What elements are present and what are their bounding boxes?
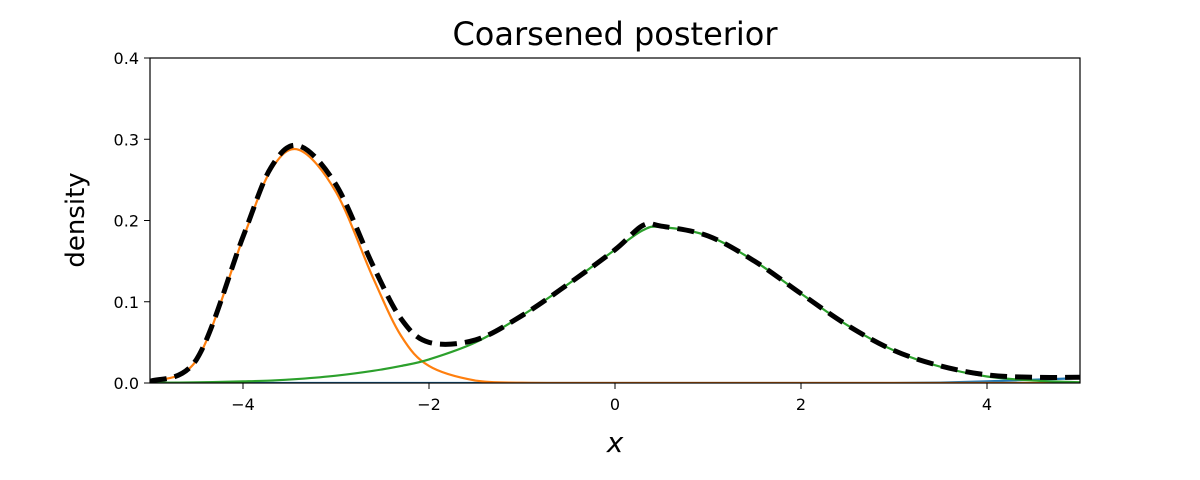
x-tick-label: −2 xyxy=(417,395,441,414)
x-axis: −4 −2 0 2 4 xyxy=(231,383,992,414)
plot-area xyxy=(150,142,1080,383)
x-tick-label: −4 xyxy=(231,395,255,414)
series-line-1 xyxy=(150,147,1080,383)
chart-title: Coarsened posterior xyxy=(452,15,778,53)
y-tick-label: 0.0 xyxy=(114,374,139,393)
y-tick-label: 0.2 xyxy=(114,212,139,231)
y-tick-label: 0.4 xyxy=(114,49,139,68)
x-tick-label: 2 xyxy=(796,395,806,414)
y-tick-label: 0.3 xyxy=(114,130,139,149)
y-axis-label: density xyxy=(61,172,91,267)
x-axis-label: x xyxy=(606,426,624,459)
x-tick-label: 0 xyxy=(610,395,620,414)
y-tick-label: 0.1 xyxy=(114,293,139,312)
series-line-3 xyxy=(150,142,1080,383)
y-axis: 0.0 0.1 0.2 0.3 0.4 xyxy=(114,49,150,393)
x-tick-label: 4 xyxy=(982,395,992,414)
plot-frame xyxy=(149,57,1081,384)
